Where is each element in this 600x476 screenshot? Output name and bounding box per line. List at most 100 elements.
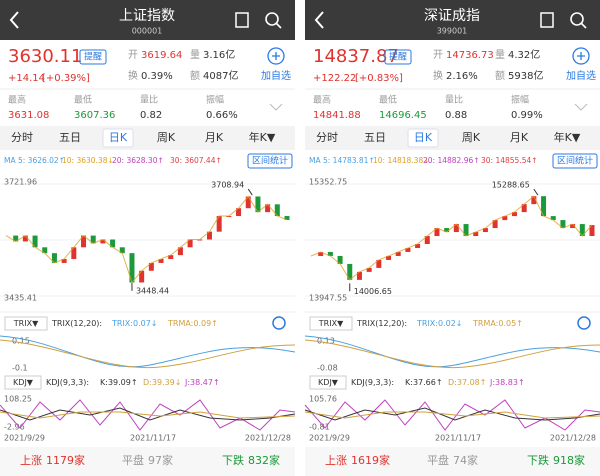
stat-value: 14841.88 xyxy=(313,110,361,121)
tab[interactable]: 年K▼ xyxy=(249,130,276,144)
candle xyxy=(434,228,440,237)
tab[interactable]: 周K xyxy=(157,131,176,144)
candle xyxy=(51,253,57,263)
stock-title: 上证指数 xyxy=(119,8,175,24)
open-value: 14736.73 xyxy=(446,50,494,61)
candle xyxy=(376,259,382,268)
amount-value: 4087亿 xyxy=(203,69,238,82)
tab[interactable]: 五日 xyxy=(364,131,386,144)
tab[interactable]: 年K▼ xyxy=(554,130,581,144)
candle xyxy=(337,255,343,264)
label: D:37.08↑ xyxy=(448,378,486,387)
back-button[interactable] xyxy=(314,11,324,29)
settings-button[interactable] xyxy=(577,316,591,330)
tab[interactable]: 月K xyxy=(205,131,224,144)
candle xyxy=(453,224,459,233)
search-button[interactable] xyxy=(265,12,279,26)
candle xyxy=(405,247,411,252)
footer-count: 1619家 xyxy=(351,453,390,467)
add-icon[interactable] xyxy=(572,47,590,65)
candle xyxy=(492,220,498,229)
trix-button[interactable] xyxy=(4,316,48,331)
candle xyxy=(482,228,488,233)
tab[interactable]: 日K xyxy=(414,131,433,144)
tab[interactable]: 分时 xyxy=(11,131,33,144)
footer-label: 平盘 xyxy=(427,453,449,467)
volume-value: 3.16亿 xyxy=(203,48,235,61)
min-label: 14006.65 xyxy=(354,287,392,296)
search-button[interactable] xyxy=(570,12,584,26)
ma-label: 10: 3630.38↓ xyxy=(62,156,114,165)
candle xyxy=(13,235,19,242)
candle xyxy=(386,255,392,260)
candle xyxy=(90,235,96,244)
candle xyxy=(531,196,537,205)
label: TRIX▼ xyxy=(318,319,344,328)
footer-count: 74家 xyxy=(453,453,478,467)
remind-button[interactable] xyxy=(79,49,107,65)
label: 108.25 xyxy=(4,395,32,404)
share-button[interactable] xyxy=(235,12,249,28)
turnover-value: 0.39% xyxy=(141,71,173,82)
range-stats-button[interactable] xyxy=(552,153,598,169)
candle xyxy=(206,231,212,240)
footer-count: 97家 xyxy=(148,453,173,467)
kdj-button[interactable] xyxy=(4,375,42,390)
y-max-label: 15352.75 xyxy=(309,178,347,187)
stock-code: 399001 xyxy=(437,27,468,36)
footer-bar xyxy=(305,447,600,476)
share-button[interactable] xyxy=(540,12,554,28)
label: J:38.83↑ xyxy=(489,378,525,387)
stock-panel: 上证指数 000001 3630.11 提醒 +14.14[+0.39%] 开 3619.6… xyxy=(0,0,296,476)
stat-label: 最低 xyxy=(74,94,92,106)
label: 额 xyxy=(190,69,200,82)
date-label: 2021/11/17 xyxy=(435,434,481,443)
tab[interactable]: 周K xyxy=(462,131,481,144)
change-pct: [+0.39%] xyxy=(42,73,90,84)
label: TRIX:0.02↓ xyxy=(416,319,463,328)
stat-value: 0.88 xyxy=(445,110,467,121)
label: TRMA:0.05↑ xyxy=(472,319,523,328)
date-label: 2021/12/28 xyxy=(550,434,596,443)
remind-button[interactable] xyxy=(384,49,412,65)
candle xyxy=(521,204,527,213)
tab[interactable]: 月K xyxy=(510,131,529,144)
stat-value: 0.66% xyxy=(206,110,238,121)
change: +14.14 xyxy=(8,73,45,84)
volume-value: 4.32亿 xyxy=(508,48,540,61)
turnover-value: 2.16% xyxy=(446,71,478,82)
label: KDJ(9,3,3): xyxy=(46,378,89,387)
price: 14837.87 xyxy=(313,46,399,67)
stat-value: 0.82 xyxy=(140,110,162,121)
footer-label: 上涨 xyxy=(325,454,347,467)
tab-bar xyxy=(0,126,295,150)
stat-label: 振幅 xyxy=(511,94,529,106)
candle xyxy=(265,204,271,213)
back-button[interactable] xyxy=(9,11,19,29)
trix-button[interactable] xyxy=(309,316,353,331)
kdj-button[interactable] xyxy=(309,375,347,390)
ma-label: 20: 3628.30↑ xyxy=(112,156,164,165)
remind-label: 提醒 xyxy=(389,52,407,63)
ma-label: 30: 3607.44↑ xyxy=(170,156,222,165)
label: KDJ(9,3,3): xyxy=(351,378,394,387)
tab[interactable]: 分时 xyxy=(316,131,338,144)
add-icon[interactable] xyxy=(267,47,285,65)
ma-label: MA 5: 14783.81↑ xyxy=(309,156,375,165)
candle xyxy=(148,262,154,271)
candle xyxy=(119,247,125,254)
date-label: 2021/9/29 xyxy=(309,434,350,443)
candle xyxy=(129,253,135,283)
candle xyxy=(226,216,232,218)
label: J:38.47↑ xyxy=(184,378,220,387)
label: 换 xyxy=(128,69,138,82)
tab[interactable]: 日K xyxy=(109,131,128,144)
candle xyxy=(32,235,38,248)
tab[interactable]: 五日 xyxy=(59,131,81,144)
close-line xyxy=(310,195,593,281)
add-watchlist: 加自选 xyxy=(566,69,596,82)
settings-button[interactable] xyxy=(272,316,286,330)
candle xyxy=(356,271,362,280)
range-stats-button[interactable] xyxy=(247,153,293,169)
stock-code: 000001 xyxy=(132,27,163,36)
